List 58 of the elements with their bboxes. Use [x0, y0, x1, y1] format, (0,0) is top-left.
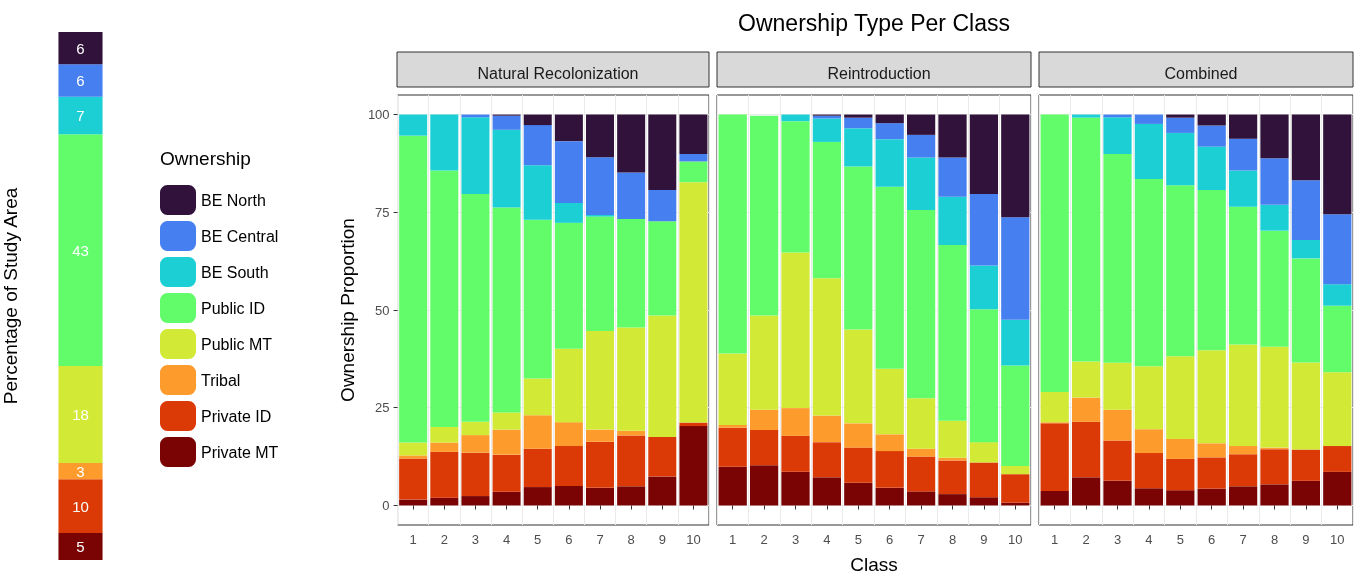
y-axis-title: Ownership Proportion: [337, 218, 358, 402]
legend-label: Private ID: [201, 407, 272, 425]
x-tick-label: 5: [854, 532, 862, 547]
x-tick-label: 9: [658, 532, 666, 547]
x-tick-label: 4: [502, 532, 511, 547]
chart-title: Ownership Type Per Class: [738, 9, 1010, 36]
legend-label: Public ID: [201, 299, 266, 317]
chart-subtitle: Reintroduction: [827, 64, 931, 82]
x-tick-label: 2: [760, 532, 768, 547]
legend-label: Private MT: [201, 443, 279, 461]
y-tick-label: 75: [375, 204, 390, 220]
data-label: 6: [76, 71, 85, 89]
x-tick-label: 3: [471, 532, 480, 547]
x-tick-label: 5: [534, 532, 542, 547]
x-tick-label: 10: [686, 532, 701, 547]
legend-label: BE North: [201, 191, 266, 209]
x-tick-label: 3: [1113, 532, 1122, 547]
x-tick-label: 3: [791, 532, 800, 547]
chart-subtitle: Combined: [1164, 64, 1238, 82]
x-tick-label: 6: [565, 532, 573, 547]
x-tick-label: 6: [886, 532, 894, 547]
data-label: 10: [72, 497, 89, 515]
x-tick-label: 1: [1051, 532, 1059, 547]
x-tick-label: 8: [1270, 532, 1279, 547]
legend-label: Tribal: [201, 371, 241, 389]
x-tick-label: 7: [596, 532, 604, 547]
x-tick-label: 4: [1145, 532, 1153, 547]
y-tick-label: 50: [375, 302, 390, 318]
legend-label: BE South: [201, 263, 269, 281]
x-tick-label: 2: [440, 532, 448, 547]
x-tick-label: 7: [1239, 532, 1247, 547]
data-label: 43: [72, 241, 89, 259]
x-tick-label: 2: [1082, 532, 1090, 547]
data-label: 6: [76, 39, 85, 57]
x-tick-label: 1: [409, 532, 417, 547]
chart-subtitle: Natural Recolonization: [477, 64, 639, 82]
x-tick-label: 1: [729, 532, 737, 547]
y-tick-label: 25: [375, 400, 390, 416]
data-label: 18: [72, 406, 89, 424]
x-tick-label: 9: [980, 532, 988, 547]
x-axis-title: Class: [850, 554, 898, 575]
x-tick-label: 7: [917, 532, 925, 547]
x-tick-label: 6: [1208, 532, 1216, 547]
x-tick-label: 8: [948, 532, 957, 547]
legend-label: BE Central: [201, 227, 279, 245]
y-tick-label: 0: [382, 497, 390, 513]
x-tick-label: 10: [1330, 532, 1345, 547]
x-tick-label: 9: [1302, 532, 1310, 547]
legend-label: Public MT: [201, 335, 273, 353]
y-axis-title: Percentage of Study Area: [0, 187, 21, 405]
data-label: 3: [76, 462, 85, 480]
legend-title: Ownership: [160, 148, 251, 169]
x-tick-label: 10: [1008, 532, 1023, 547]
x-tick-label: 4: [823, 532, 831, 547]
data-label: 7: [76, 107, 85, 125]
y-tick-label: 100: [367, 107, 390, 123]
x-tick-label: 5: [1176, 532, 1184, 547]
x-tick-label: 8: [627, 532, 635, 547]
